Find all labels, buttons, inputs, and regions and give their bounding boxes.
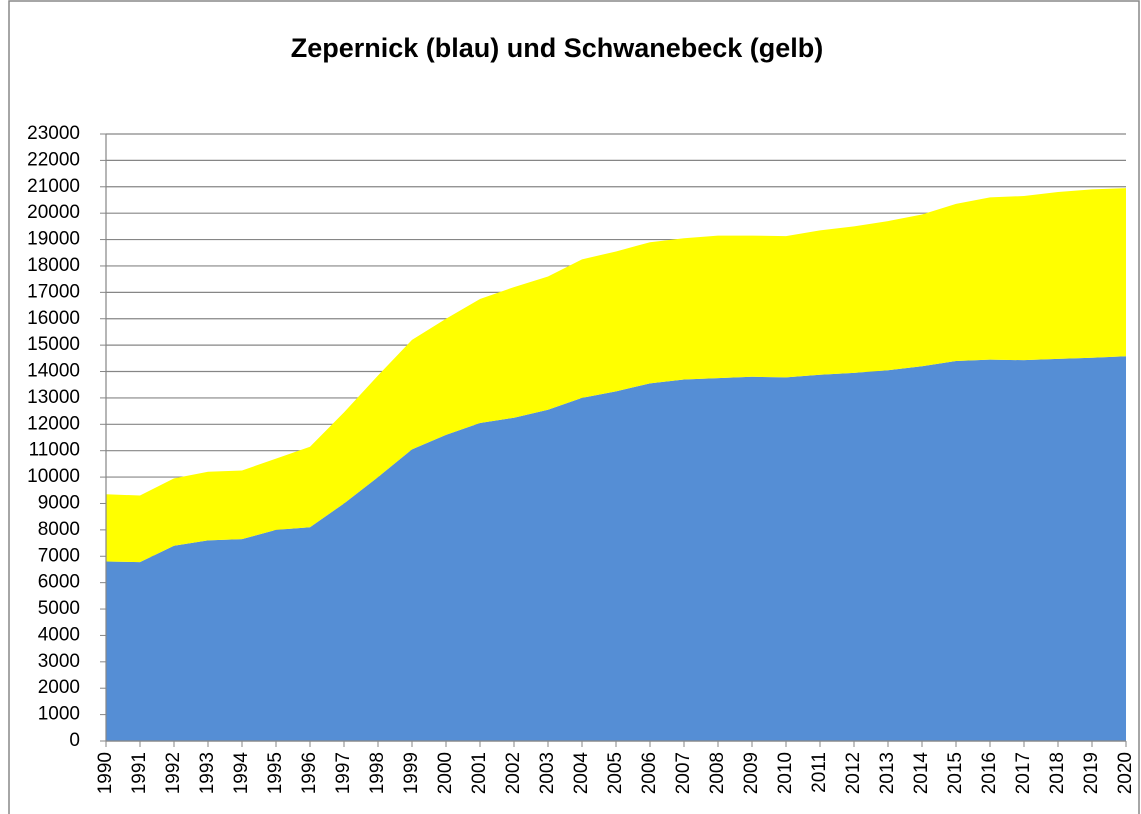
- x-tick-label: 2003: [537, 752, 558, 794]
- x-tick-label: 2013: [877, 752, 898, 794]
- y-tick-label: 9000: [38, 492, 80, 513]
- x-tick-label: 2000: [435, 752, 456, 794]
- x-tick-label: 1995: [265, 752, 286, 794]
- x-tick-label: 2018: [1047, 752, 1068, 794]
- y-tick-label: 17000: [27, 281, 80, 302]
- x-tick-label: 2004: [571, 752, 592, 795]
- x-tick-label: 2017: [1013, 752, 1034, 794]
- y-tick-label: 19000: [27, 229, 80, 250]
- x-tick-label: 1997: [333, 752, 354, 794]
- y-tick-label: 11000: [29, 440, 80, 461]
- y-tick-label: 3000: [38, 651, 80, 672]
- y-tick-label: 21000: [27, 176, 80, 197]
- x-tick-label: 1999: [401, 752, 422, 794]
- x-tick-label: 2015: [945, 752, 966, 794]
- x-tick-label: 2014: [911, 752, 932, 795]
- x-tick-label: 2002: [503, 752, 524, 794]
- area: [106, 188, 1126, 563]
- y-tick-label: 15000: [27, 334, 80, 355]
- x-tick-label: 1991: [129, 752, 150, 794]
- y-tick-label: 22000: [27, 149, 80, 170]
- y-tick-label: 8000: [38, 519, 80, 540]
- x-tick-label: 2008: [707, 752, 728, 794]
- x-tick-label: 2020: [1115, 752, 1136, 794]
- x-tick-label: 1990: [95, 752, 116, 794]
- y-tick-label: 14000: [27, 361, 80, 382]
- y-tick-label: 6000: [38, 572, 80, 593]
- y-tick-label: 7000: [38, 545, 80, 566]
- y-tick-label: 5000: [38, 598, 80, 619]
- x-tick-label: 1996: [299, 752, 320, 794]
- y-tick-label: 12000: [27, 413, 80, 434]
- x-tick-label: 2019: [1081, 752, 1102, 794]
- y-tick-label: 10000: [27, 466, 80, 487]
- x-tick-label: 2001: [469, 752, 490, 794]
- x-tick-label: 2012: [843, 752, 864, 794]
- x-tick-label: 2007: [673, 752, 694, 794]
- y-tick-label: 18000: [27, 255, 80, 276]
- x-tick-label: 1994: [231, 752, 252, 795]
- x-tick-label: 2005: [605, 752, 626, 794]
- y-tick-label: 4000: [38, 624, 80, 645]
- x-tick-label: 1998: [367, 752, 388, 794]
- x-tick-label: 2010: [775, 752, 796, 794]
- y-tick-label: 2000: [38, 677, 80, 698]
- area: [106, 356, 1126, 741]
- y-tick-label: 0: [69, 730, 80, 751]
- chart-title: Zepernick (blau) und Schwanebeck (gelb): [291, 33, 824, 63]
- x-tick-label: 2016: [979, 752, 1000, 794]
- x-tick-label: 1993: [197, 752, 218, 794]
- y-tick-label: 1000: [38, 704, 80, 725]
- x-tick-label: 2009: [741, 752, 762, 794]
- y-tick-label: 20000: [27, 202, 80, 223]
- x-tick-label: 1992: [163, 752, 184, 794]
- y-tick-label: 13000: [27, 387, 80, 408]
- x-tick-label: 2006: [639, 752, 660, 794]
- y-tick-label: 23000: [27, 123, 80, 144]
- x-tick-label: 2011: [809, 752, 830, 793]
- y-tick-label: 16000: [27, 308, 80, 329]
